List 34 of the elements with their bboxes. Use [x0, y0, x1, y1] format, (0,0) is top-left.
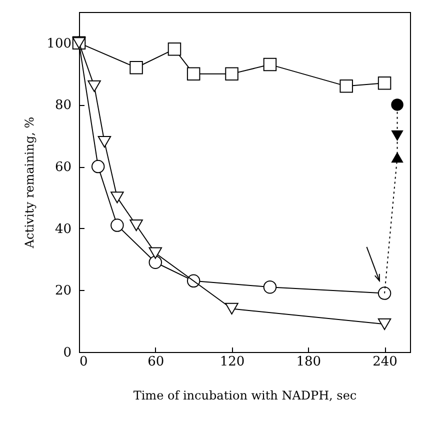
x-tick-label: 240 [372, 354, 398, 370]
point [168, 42, 182, 56]
y-tick-label: 60 [54, 160, 72, 176]
y-axis-title: Activity remaining, % [22, 116, 37, 250]
point [225, 302, 238, 315]
x-tick-label: 0 [80, 354, 88, 370]
point [340, 80, 353, 93]
point [378, 318, 392, 330]
point [263, 58, 277, 72]
point [378, 286, 392, 300]
point [98, 136, 112, 148]
x-axis-title: Time of incubation with NADPH, sec [133, 388, 357, 402]
point [130, 61, 143, 74]
point [148, 247, 162, 259]
point [378, 76, 392, 90]
x-tick-label: 60 [148, 354, 164, 370]
y-tick-label: 20 [54, 284, 72, 299]
point [88, 80, 101, 92]
point [391, 130, 404, 141]
point [391, 98, 404, 111]
point [130, 219, 143, 232]
point [110, 192, 124, 204]
point [225, 67, 238, 80]
y-tick-label: 80 [54, 98, 72, 114]
point [91, 160, 105, 174]
point [110, 218, 124, 232]
y-tick-label: 100 [46, 36, 72, 52]
x-tick-label: 120 [220, 354, 245, 370]
point [263, 280, 277, 294]
point [186, 67, 200, 80]
point [148, 256, 162, 269]
x-tick-label: 180 [296, 354, 322, 370]
y-tick-label: 40 [54, 222, 72, 237]
point [391, 152, 404, 163]
